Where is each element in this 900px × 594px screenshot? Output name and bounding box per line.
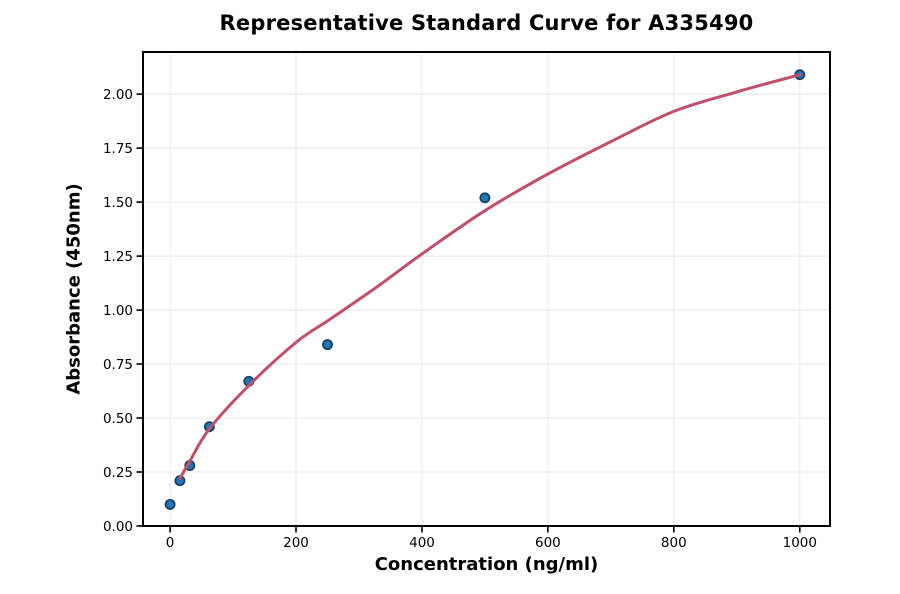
- data-point: [322, 339, 333, 351]
- x-tick-label: 0: [166, 535, 175, 551]
- x-tick-label: 1000: [783, 535, 817, 551]
- y-tick-label: 1.50: [103, 195, 133, 211]
- x-tick-label: 600: [535, 535, 561, 551]
- y-axis-label: Absorbance (450nm): [63, 183, 85, 395]
- chart-title: Representative Standard Curve for A33549…: [219, 11, 754, 35]
- y-tick-label: 0.25: [103, 465, 133, 481]
- x-axis-label: Concentration (ng/ml): [374, 554, 599, 575]
- y-tick-label: 0.75: [103, 357, 133, 373]
- data-point: [164, 498, 176, 510]
- y-tick-label: 2.00: [103, 87, 133, 103]
- fit-curve: [178, 73, 802, 480]
- data-point: [479, 192, 491, 204]
- plot-box: [142, 51, 831, 527]
- y-tick-label: 1.00: [103, 303, 133, 319]
- y-tick-label: 0.00: [103, 519, 133, 535]
- x-tick-label: 800: [661, 535, 687, 551]
- x-tick-label: 400: [409, 535, 435, 551]
- x-tick-label: 200: [283, 535, 309, 551]
- y-tick-label: 1.75: [103, 141, 133, 157]
- y-tick-label: 0.50: [103, 411, 133, 427]
- y-tick-label: 1.25: [103, 249, 133, 265]
